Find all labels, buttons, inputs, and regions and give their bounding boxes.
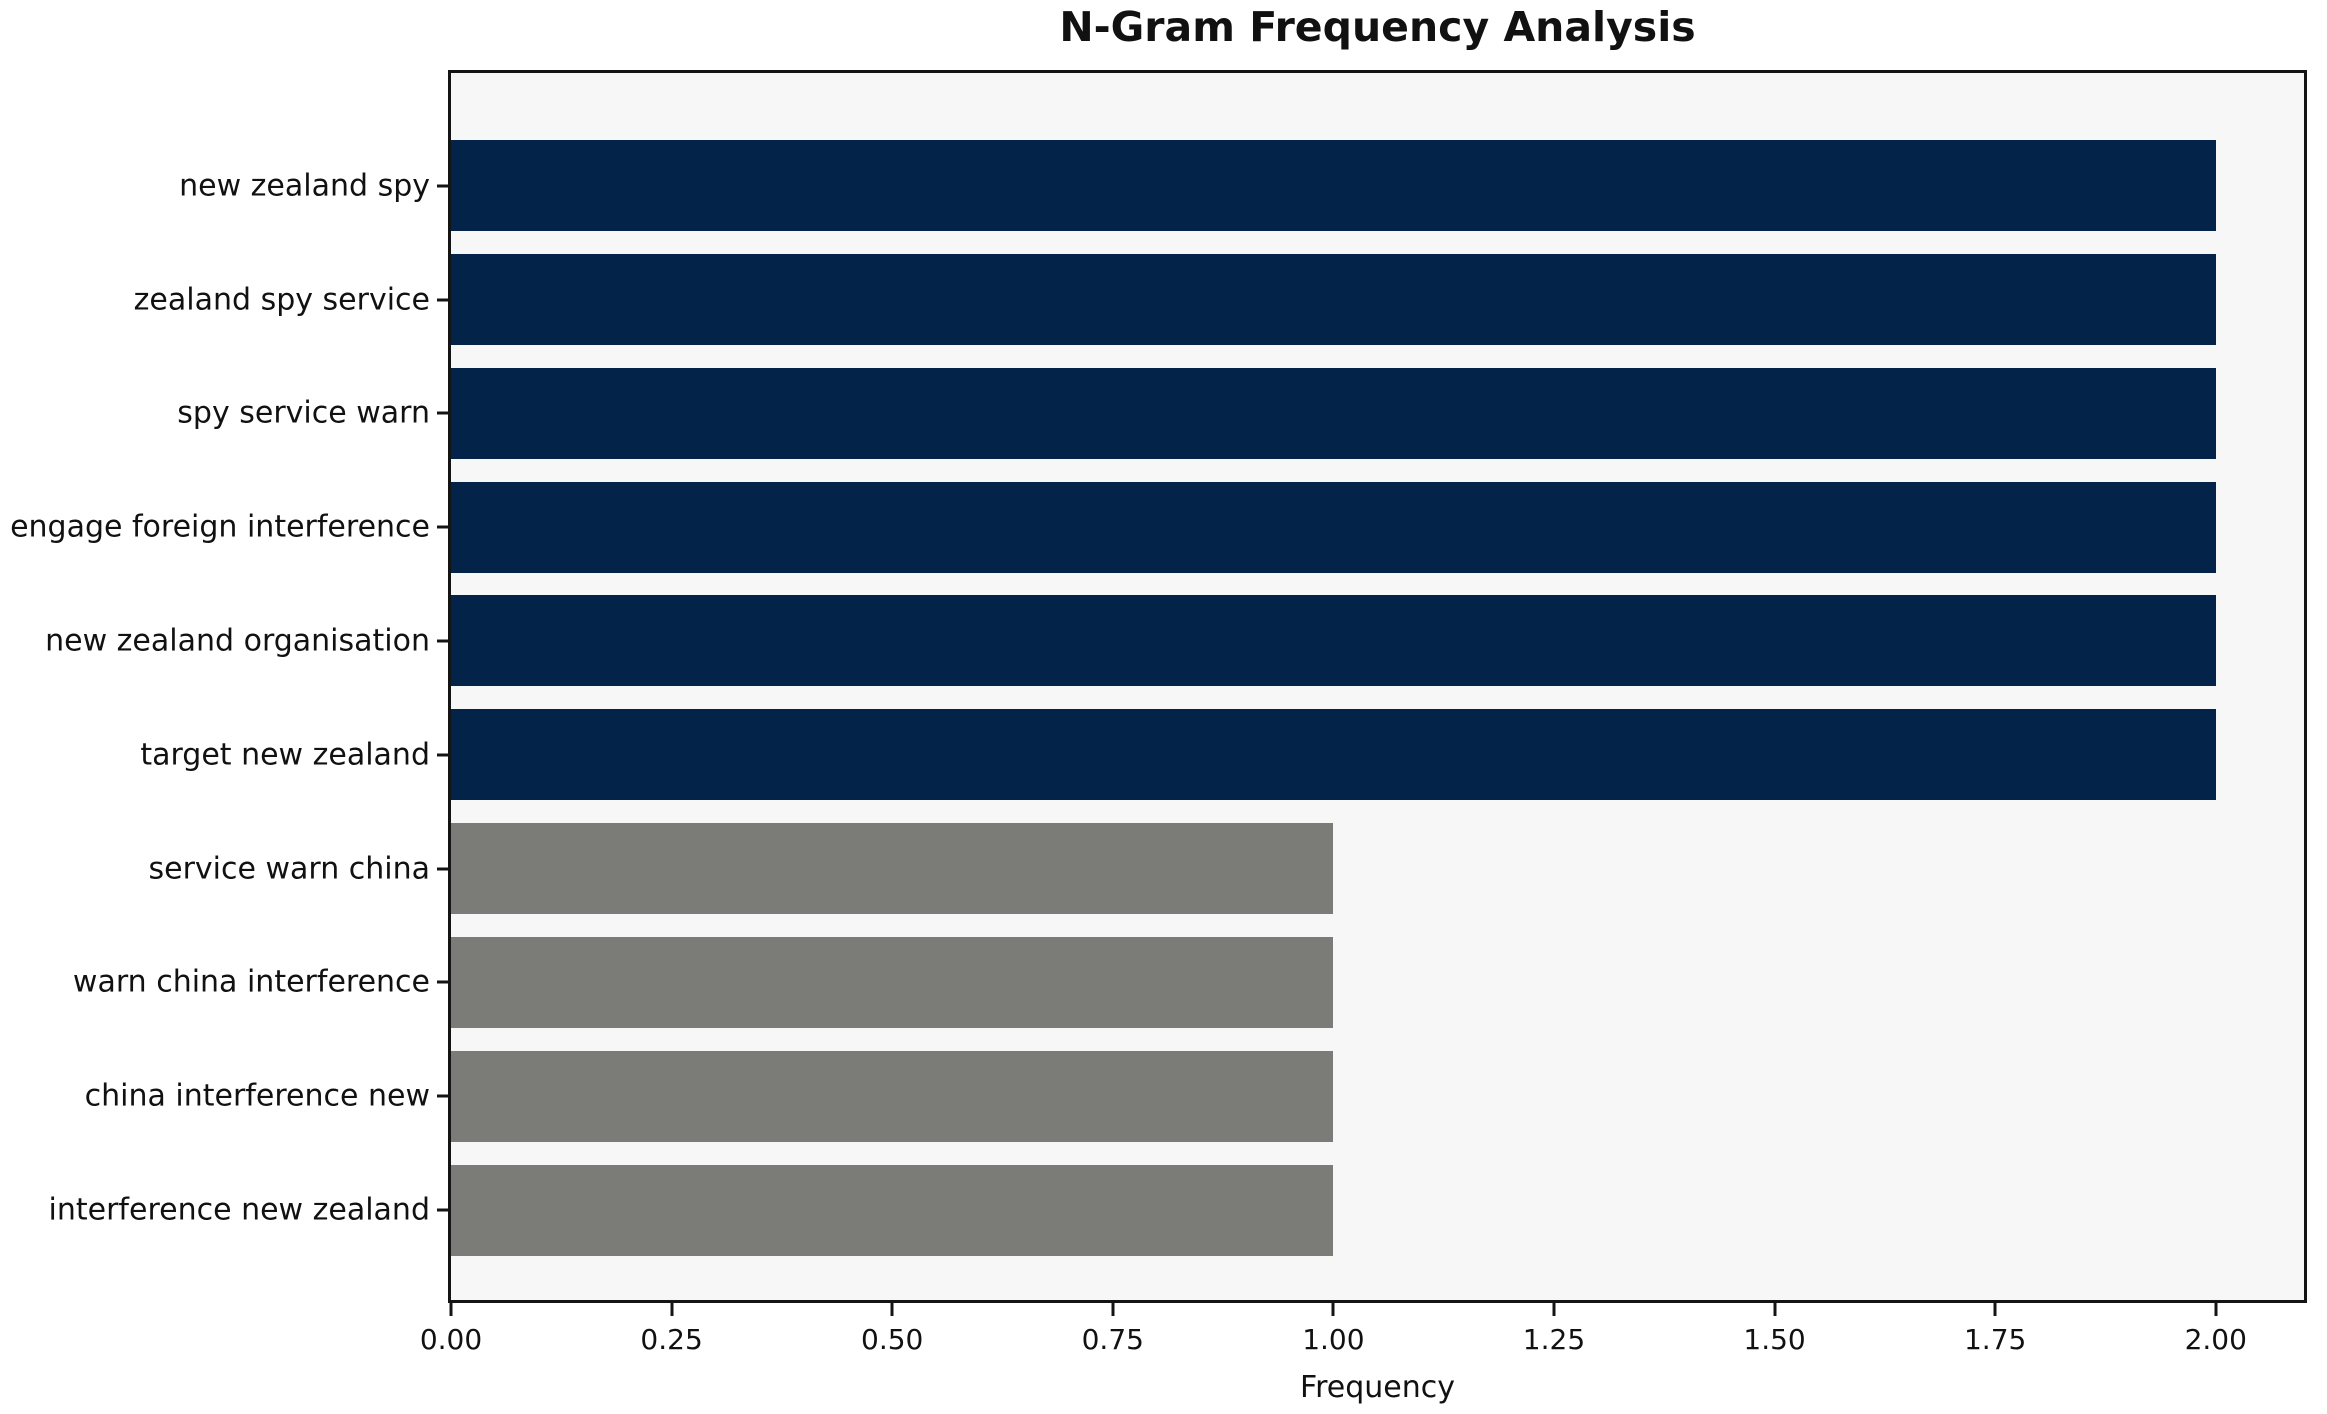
x-tick-label: 1.75	[1963, 1323, 2027, 1356]
y-tick-label: zealand spy service	[133, 282, 430, 317]
bar-china-interference-new	[451, 1050, 1334, 1142]
y-tick-mark	[437, 411, 448, 415]
bar-engage-foreign-interference	[451, 481, 2216, 573]
bars-layer	[451, 73, 2304, 1300]
y-tick-mark	[437, 525, 448, 529]
y-tick-label: new zealand spy	[179, 168, 430, 204]
x-tick-label: 0.00	[419, 1323, 483, 1356]
x-tick-mark	[1111, 1303, 1115, 1316]
x-tick-mark	[449, 1303, 453, 1316]
y-axis-labels: new zealand spy zealand spy service spy se…	[0, 73, 430, 1300]
x-tick-mark	[1552, 1303, 1556, 1316]
y-tick-mark	[437, 980, 448, 984]
x-tick-label: 0.25	[640, 1323, 703, 1356]
y-tick-label: warn china interference	[72, 964, 430, 1000]
plot-area	[448, 70, 2307, 1303]
y-axis-ticks	[437, 73, 448, 1300]
x-tick-label: 1.50	[1743, 1323, 1806, 1356]
x-tick-mark	[2214, 1303, 2218, 1316]
x-tick-label: 0.50	[861, 1323, 924, 1356]
x-tick-mark	[1993, 1303, 1997, 1316]
y-tick-label: spy service warn	[177, 395, 430, 431]
y-tick-mark	[437, 867, 448, 871]
x-tick-label: 2.00	[2184, 1323, 2247, 1356]
y-tick-label: target new zealand	[140, 737, 430, 773]
y-tick-mark	[437, 184, 448, 188]
x-tick-mark	[1773, 1303, 1777, 1316]
y-tick-mark	[437, 1208, 448, 1212]
x-axis: 0.00 0.25 0.50 0.75 1.00 1.25 1.50 1.75 2.00	[420, 1303, 2304, 1373]
chart-title: N-Gram Frequency Analysis	[1059, 3, 1696, 51]
y-tick-label: new zealand organisation	[45, 623, 430, 659]
y-tick-mark	[437, 1094, 448, 1098]
bar-spy-service-warn	[451, 367, 2216, 459]
bar-new-zealand-organisation	[451, 595, 2216, 687]
bar-target-new-zealand	[451, 709, 2216, 801]
y-tick-mark	[437, 298, 448, 301]
y-tick-mark	[437, 753, 448, 757]
bar-service-warn-china	[451, 823, 1334, 915]
bar-interference-new-zealand	[451, 1164, 1334, 1256]
y-tick-label: service warn china	[148, 851, 430, 887]
x-axis-label: Frequency	[1300, 1370, 1455, 1405]
x-tick-label: 0.75	[1081, 1323, 1144, 1356]
y-tick-label: china interference new	[84, 1078, 430, 1114]
bar-zealand-spy-service	[451, 253, 2216, 346]
x-tick-label: 1.00	[1302, 1323, 1365, 1356]
x-tick-mark	[1331, 1303, 1335, 1316]
y-tick-mark	[437, 639, 448, 643]
y-tick-label: engage foreign interference	[10, 509, 430, 545]
x-tick-mark	[670, 1303, 674, 1316]
bar-warn-china-interference	[451, 936, 1334, 1028]
x-tick-mark	[890, 1303, 894, 1316]
x-tick-label: 1.25	[1522, 1323, 1586, 1356]
bar-new-zealand-spy	[451, 140, 2216, 232]
y-tick-label: interference new zealand	[48, 1192, 430, 1228]
